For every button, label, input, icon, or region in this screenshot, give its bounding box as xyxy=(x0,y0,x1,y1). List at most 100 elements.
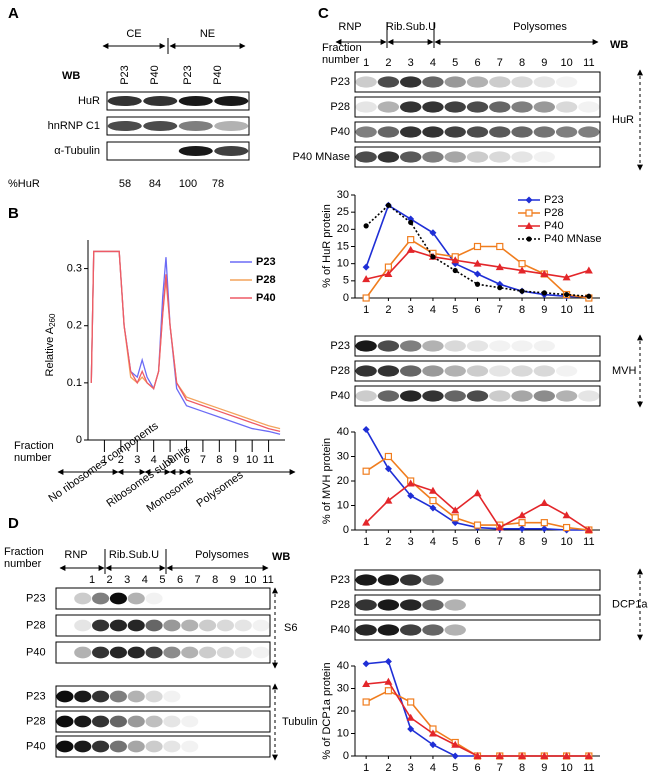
blot-band xyxy=(216,646,234,659)
point xyxy=(428,729,437,737)
y-tick-label: 25 xyxy=(337,206,349,218)
x-tick-label: 4 xyxy=(430,304,436,316)
point xyxy=(407,236,415,244)
blot-band xyxy=(444,624,466,636)
blot-band xyxy=(444,390,466,402)
blot-band xyxy=(444,101,466,113)
row-label: P40 MNase xyxy=(293,151,350,163)
fraction-number: 3 xyxy=(408,57,414,69)
point xyxy=(525,196,533,204)
target-label: Tubulin xyxy=(282,716,318,728)
panel-label: A xyxy=(8,5,19,22)
y-tick-label: 0 xyxy=(343,750,349,762)
blot-band xyxy=(163,619,181,632)
x-axis-title-box: Fraction number xyxy=(14,440,54,464)
point xyxy=(584,752,593,759)
y-tick-label: 0 xyxy=(343,292,349,304)
blot-band xyxy=(355,76,377,88)
y-tick-label: 30 xyxy=(337,450,349,462)
blot-band xyxy=(109,592,127,605)
blot-band xyxy=(355,340,377,352)
point xyxy=(473,521,482,529)
fraction-number: 8 xyxy=(212,574,218,586)
blot-band xyxy=(234,619,252,632)
x-tick-label: 7 xyxy=(497,762,503,774)
point xyxy=(362,467,370,475)
blot-band xyxy=(181,740,199,753)
blot-band xyxy=(92,646,110,659)
point xyxy=(451,514,459,522)
fraction-number: 6 xyxy=(177,574,183,586)
blot-band xyxy=(127,646,145,659)
point xyxy=(363,223,369,229)
x-tick-label: 1 xyxy=(363,536,369,548)
point xyxy=(474,281,481,287)
blot-band xyxy=(422,151,444,163)
blot-band xyxy=(355,599,377,611)
blot-band xyxy=(422,101,444,113)
point xyxy=(362,426,370,434)
blot-band xyxy=(127,715,145,728)
point xyxy=(406,479,415,487)
blot-band xyxy=(466,340,489,352)
blot-band xyxy=(355,390,377,402)
blot xyxy=(354,71,601,93)
point xyxy=(406,245,415,253)
fraction-label: Fraction number xyxy=(4,546,44,570)
blot-band xyxy=(511,151,533,163)
blot-band xyxy=(145,619,163,632)
blot-band xyxy=(555,126,578,138)
blot-band xyxy=(466,76,489,88)
row-label: P40 xyxy=(26,740,46,752)
blot-band xyxy=(399,599,422,611)
blot-band xyxy=(216,619,234,632)
blot-band xyxy=(578,390,600,402)
blot-band xyxy=(377,599,400,611)
blot-band xyxy=(92,592,110,605)
blot-band xyxy=(181,715,199,728)
point xyxy=(384,263,393,271)
fraction-number: 10 xyxy=(244,574,256,586)
y-tick-label: 0.2 xyxy=(67,320,82,332)
point xyxy=(384,452,393,461)
blot-band xyxy=(578,101,600,113)
fraction-number: 2 xyxy=(107,574,113,586)
x-tick-label: 7 xyxy=(497,304,503,316)
blot-band xyxy=(252,646,270,659)
fraction-number: 1 xyxy=(363,57,369,69)
blot-band xyxy=(377,76,400,88)
target-label: HuR xyxy=(612,114,634,126)
blot xyxy=(55,685,271,708)
blot-band xyxy=(74,646,92,659)
point xyxy=(495,752,504,759)
target-label: MVH xyxy=(612,365,637,377)
blot-band xyxy=(145,592,163,605)
fraction-number: 7 xyxy=(195,574,201,586)
y-tick-label: 15 xyxy=(337,240,349,252)
blot xyxy=(55,710,271,733)
point xyxy=(518,266,527,274)
blot-band xyxy=(181,646,199,659)
fraction-label: Fraction number xyxy=(322,42,362,66)
blot-band xyxy=(511,365,533,377)
point xyxy=(384,269,393,277)
group-label: CE xyxy=(126,28,141,40)
point xyxy=(562,273,571,281)
pct-value: 100 xyxy=(179,178,197,190)
x-tick-label: 11 xyxy=(583,536,594,548)
blot-band xyxy=(399,76,422,88)
fraction-number: 5 xyxy=(452,57,458,69)
blot-band xyxy=(444,126,466,138)
x-tick-label: 2 xyxy=(385,536,391,548)
fraction-number: 2 xyxy=(385,57,391,69)
x-tick-label: 9 xyxy=(233,454,239,466)
point xyxy=(540,752,549,759)
blot-band xyxy=(163,690,181,703)
blot-band xyxy=(163,646,181,659)
blot-band xyxy=(92,619,110,632)
blot-band xyxy=(511,126,533,138)
blot-band xyxy=(74,690,92,703)
group-label: RNP xyxy=(64,549,87,561)
blot-band xyxy=(555,365,578,377)
x-tick-label: 9 xyxy=(541,536,547,548)
